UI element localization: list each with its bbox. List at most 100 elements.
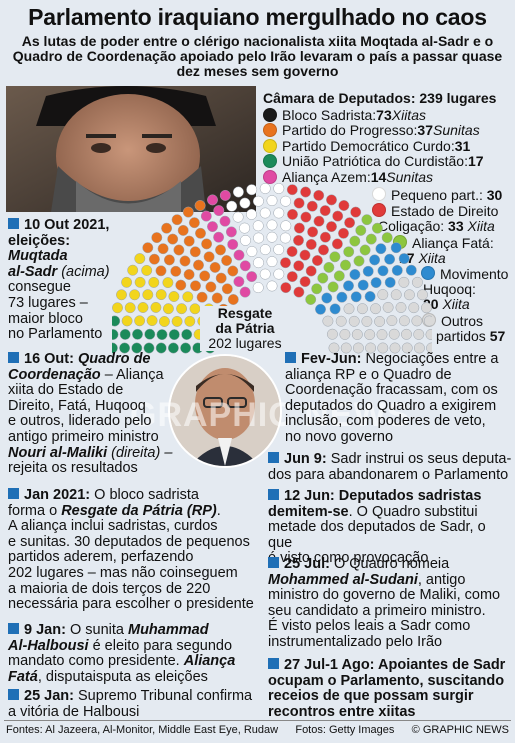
seat-dot: [349, 269, 361, 280]
seat-dot: [162, 303, 174, 315]
seat-dot: [287, 208, 298, 220]
legend-party-seats: 17: [468, 153, 484, 170]
event-fev-jun: Fev-Jun: Negociações entre a aliança RP …: [285, 351, 499, 445]
seat-dot: [339, 328, 351, 340]
seat-dot: [356, 303, 368, 315]
seat-dot: [305, 238, 317, 250]
seat-dot: [340, 259, 351, 271]
seat-dot: [350, 291, 362, 303]
seat-dot: [259, 268, 271, 280]
seat-dot: [364, 291, 376, 302]
seat-dot: [293, 197, 305, 209]
seat-dot: [359, 244, 371, 256]
seat-dot: [351, 329, 363, 340]
seat-dot: [377, 289, 389, 301]
seat-dot: [403, 289, 415, 301]
seat-dot: [329, 303, 341, 315]
seat-dot: [171, 214, 183, 226]
legend-party-sect: Sunitas: [433, 122, 480, 139]
seat-dot: [239, 260, 251, 272]
seat-dot: [196, 291, 208, 303]
seat-dot: [340, 342, 352, 354]
seat-dot: [305, 294, 317, 305]
bullet-square-icon: [8, 488, 19, 499]
seat-dot: [338, 227, 349, 239]
footer-photos: Fotos: Getty Images: [295, 724, 395, 736]
seat-dot: [239, 222, 251, 234]
seat-dot: [233, 249, 245, 261]
seat-dot: [168, 329, 180, 341]
bullet-square-icon: [268, 557, 279, 568]
seat-dot: [167, 342, 179, 354]
seat-dot: [331, 238, 343, 250]
bullet-square-icon: [8, 352, 19, 363]
seat-dot: [398, 276, 410, 288]
seat-dot: [173, 244, 185, 256]
seat-dot: [219, 189, 231, 201]
seat-dot: [181, 329, 193, 340]
bullet-square-icon: [8, 218, 19, 229]
maliki-photo: [168, 354, 282, 468]
seat-dot: [119, 328, 131, 340]
seat-dot: [148, 253, 160, 265]
seat-dot: [398, 315, 410, 327]
seat-dot: [215, 244, 226, 256]
seat-dot: [305, 265, 317, 277]
legend-party-seats: 37: [417, 122, 433, 139]
legend-huqooq-2: Huqooq:: [423, 281, 476, 297]
seat-dot: [408, 302, 420, 314]
legend-row: Aliança Azem: 14 Sunitas: [263, 169, 513, 185]
legend-party-name: Partido Democrático Curdo: [282, 137, 451, 154]
legend-dot: [263, 123, 277, 138]
seat-dot: [167, 233, 179, 245]
seat-dot: [425, 329, 432, 340]
seat-dot: [326, 221, 337, 233]
seat-dot: [246, 246, 258, 257]
footer: Fontes: Al Jazeera, Al-Monitor, Middle E…: [6, 724, 509, 736]
seat-dot: [112, 329, 119, 340]
seat-dot: [335, 315, 347, 327]
parliament-legend: Câmara de Deputados: 239 lugares Bloco S…: [263, 90, 513, 185]
seat-dot: [182, 206, 194, 218]
seat-dot: [343, 303, 355, 315]
seat-dot: [299, 276, 311, 288]
resgate-label: Resgate da Pátria 202 lugares: [200, 306, 290, 351]
seat-dot: [293, 260, 305, 272]
seat-dot: [323, 261, 335, 273]
seat-dot: [151, 232, 163, 244]
seat-dot: [207, 194, 218, 206]
legend-dot: [263, 154, 277, 169]
legend-party-seats: 14: [370, 168, 387, 185]
seat-dot: [142, 242, 154, 254]
legend-row: União Patriótica do Curdistão: 17: [263, 153, 513, 170]
seat-dot: [148, 276, 160, 288]
seat-dot: [233, 276, 245, 288]
estado-direito-dot: [372, 203, 386, 217]
legend-estado-direito: Estado de Direito: [372, 203, 498, 220]
legend-row: Bloco Sadrista: 73 Xiitas: [263, 107, 513, 123]
seat-dot: [134, 276, 146, 288]
bullet-square-icon: [285, 352, 296, 363]
seat-dot: [315, 303, 326, 315]
seat-dot: [183, 269, 195, 280]
seat-dot: [168, 291, 180, 302]
seat-dot: [266, 256, 278, 268]
seat-dot: [411, 315, 423, 327]
watermark: GRAPHIC NEWS: [130, 396, 411, 434]
bullet-square-icon: [8, 623, 19, 634]
seat-dot: [299, 249, 311, 261]
seat-dot: [328, 342, 340, 354]
seat-dot: [119, 342, 131, 354]
seat-dot: [364, 329, 376, 341]
event-16-oct: 16 Out: Quadro de Coordenação – Aliança …: [8, 351, 173, 477]
sadr-photo: [6, 86, 256, 212]
seat-dot: [376, 329, 388, 341]
huqooq-dot: [421, 266, 435, 280]
seat-dot: [311, 255, 323, 266]
seat-dot: [155, 289, 167, 301]
seat-dot: [176, 303, 188, 315]
legend-dot: [263, 107, 277, 122]
event-oct-2021: 10 Out 2021, eleições: Muqtada al-Sadr (…: [8, 217, 110, 343]
seat-dot: [300, 186, 312, 198]
seat-dot: [286, 271, 298, 283]
